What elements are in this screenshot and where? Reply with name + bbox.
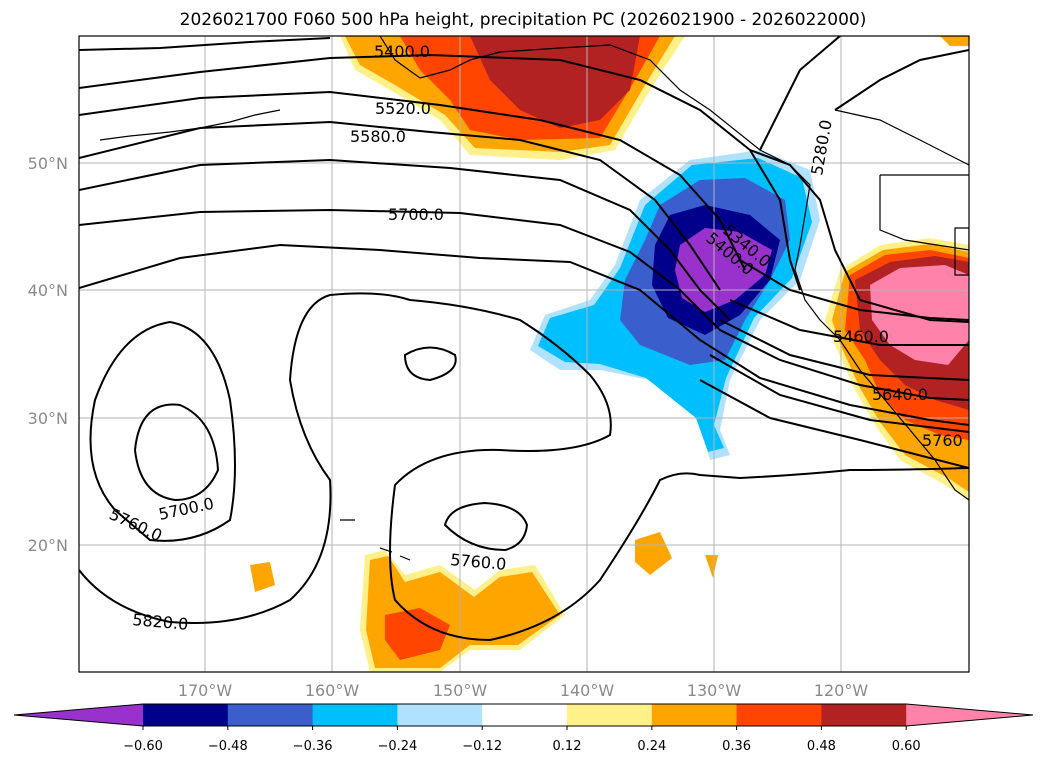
lon-label: 160°W	[305, 681, 360, 700]
lat-label: 30°N	[28, 409, 68, 428]
colorbar-tick-label: 0.36	[722, 739, 751, 754]
lon-label: 140°W	[560, 681, 615, 700]
contour-label: 5460.0	[833, 327, 889, 346]
map-area: 5400.0 5520.0 5580.0 5700.0 5280.0 5340.…	[79, 36, 969, 672]
contour-label: 5640.0	[872, 385, 928, 404]
contour-label: 5760.0	[450, 550, 507, 574]
contour-label: 5760.0	[106, 504, 165, 545]
colorbar-tick-label: −0.36	[293, 739, 333, 754]
contour-label: 5520.0	[375, 99, 431, 118]
colorbar-ticks: −0.60 −0.48 −0.36 −0.24 −0.12 0.12 0.24 0.36 0.4…	[123, 726, 921, 754]
colorbar-tick-label: 0.12	[553, 739, 582, 754]
map-frame	[78, 35, 970, 673]
lon-label: 170°W	[178, 681, 233, 700]
precip-positive-subtropics	[250, 36, 969, 672]
colorbar: −0.60 −0.48 −0.36 −0.24 −0.12 0.12 0.24 0.36 0.4…	[13, 703, 1034, 754]
precip-negative-pacific	[530, 150, 820, 460]
lat-label: 50°N	[28, 154, 68, 173]
colorbar-segments	[13, 703, 1034, 727]
lon-label: 130°W	[687, 681, 742, 700]
colorbar-segment	[821, 704, 907, 726]
lat-labels: 50°N 40°N 30°N 20°N	[28, 154, 68, 555]
colorbar-segment	[312, 704, 398, 726]
lat-label: 40°N	[28, 281, 68, 300]
colorbar-extend-low	[14, 704, 143, 726]
colorbar-segment	[482, 704, 568, 726]
colorbar-segment	[567, 704, 653, 726]
contour-label: 5760	[922, 431, 963, 450]
colorbar-segment	[397, 704, 483, 726]
contour-label: 5400.0	[374, 42, 430, 61]
figure-title: 2026021700 F060 500 hPa height, precipit…	[180, 10, 867, 30]
contour-label: 5820.0	[132, 610, 189, 634]
colorbar-tick-label: −0.12	[462, 739, 502, 754]
lon-label: 120°W	[814, 681, 869, 700]
colorbar-segment	[227, 704, 314, 726]
colorbar-segment	[651, 704, 738, 726]
contour-label: 5280.0	[807, 118, 835, 176]
colorbar-extend-high	[906, 704, 1033, 726]
colorbar-tick-label: 0.48	[807, 739, 836, 754]
lat-label: 20°N	[28, 536, 68, 555]
colorbar-tick-label: 0.24	[637, 739, 666, 754]
contour-label: 5580.0	[350, 127, 406, 146]
colorbar-tick-label: −0.60	[123, 739, 163, 754]
colorbar-tick-label: −0.24	[377, 739, 417, 754]
height-contours	[79, 36, 969, 642]
lon-label: 150°W	[433, 681, 488, 700]
colorbar-tick-label: −0.48	[208, 739, 248, 754]
colorbar-tick-label: 0.60	[892, 739, 921, 754]
contour-label: 5700.0	[388, 205, 444, 224]
colorbar-segment	[736, 704, 822, 726]
colorbar-segment	[143, 704, 229, 726]
lon-labels: 170°W 160°W 150°W 140°W 130°W 120°W	[178, 681, 869, 700]
